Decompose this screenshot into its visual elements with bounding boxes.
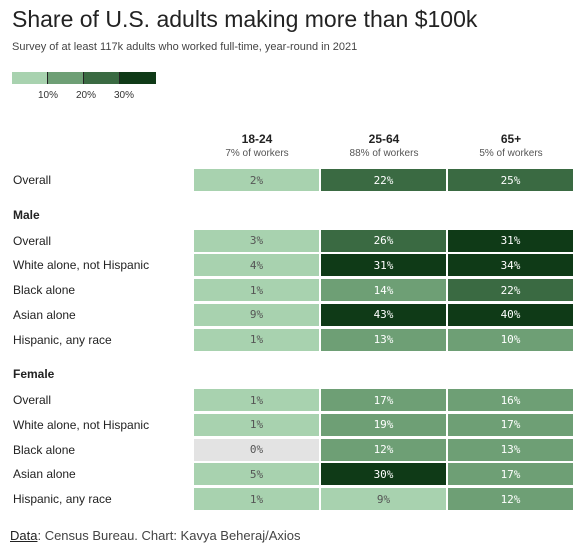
- heatmap-cell: 12%: [448, 488, 573, 510]
- heatmap-cell: 1%: [194, 488, 319, 510]
- heatmap-cell: 9%: [194, 303, 319, 326]
- heatmap-cell: 43%: [321, 303, 446, 326]
- section-heading: Male: [13, 207, 40, 222]
- heatmap-cell: 9%: [321, 488, 446, 510]
- row-label: White alone, not Hispanic: [13, 417, 150, 432]
- column-sublabel: 5% of workers: [479, 148, 543, 159]
- heatmap-cell: 1%: [194, 413, 319, 436]
- heatmap-cell: 17%: [321, 389, 446, 411]
- column-header-25-64: 25-64 88% of workers: [321, 132, 447, 159]
- data-source-link[interactable]: Data: [10, 528, 38, 543]
- row-label: Black alone: [13, 442, 76, 457]
- heatmap-cell: 1%: [194, 279, 319, 301]
- heatmap-cell: 4%: [194, 254, 319, 277]
- heatmap-cell: 30%: [321, 463, 446, 486]
- heatmap-cell: 31%: [321, 254, 446, 277]
- heatmap-cell: 17%: [448, 413, 573, 436]
- heatmap-cell: 1%: [194, 328, 319, 351]
- legend-swatch-4: [120, 72, 156, 84]
- heatmap-cell: 40%: [448, 303, 573, 326]
- row-label: Asian alone: [13, 307, 76, 322]
- row-label: Hispanic, any race: [13, 332, 112, 347]
- heatmap-cell: 13%: [321, 328, 446, 351]
- row-label: White alone, not Hispanic: [13, 258, 150, 273]
- legend-swatch-3: [84, 72, 120, 84]
- legend-swatch-2: [48, 72, 84, 84]
- heatmap-cell: 26%: [321, 229, 446, 252]
- heatmap-cell: 14%: [321, 279, 446, 301]
- heatmap-cell: 1%: [194, 389, 319, 411]
- heatmap-cell: 19%: [321, 413, 446, 436]
- heatmap-cell: 25%: [448, 169, 573, 191]
- legend-tick-label: 20%: [75, 90, 97, 101]
- heatmap-cell: 13%: [448, 438, 573, 461]
- column-header-18-24: 18-24 7% of workers: [194, 132, 320, 159]
- section-heading: Female: [13, 367, 55, 382]
- chart-subtitle: Survey of at least 117k adults who worke…: [12, 41, 358, 53]
- legend-bar: [12, 72, 156, 84]
- column-sublabel: 88% of workers: [349, 148, 419, 159]
- column-header-65-plus: 65+ 5% of workers: [448, 132, 574, 159]
- column-sublabel: 7% of workers: [225, 148, 289, 159]
- legend-tick-label: 30%: [113, 90, 135, 101]
- column-label: 18-24: [241, 132, 273, 146]
- row-label: Hispanic, any race: [13, 492, 112, 506]
- footer-credit: Data: Census Bureau. Chart: Kavya Behera…: [10, 528, 301, 543]
- legend-tick-label: 10%: [37, 90, 59, 101]
- heatmap-cell: 12%: [321, 438, 446, 461]
- heatmap-cell: 16%: [448, 389, 573, 411]
- column-label: 25-64: [368, 132, 400, 146]
- heatmap-cell: 2%: [194, 169, 319, 191]
- heatmap-cell: 5%: [194, 463, 319, 486]
- legend-swatch-1: [12, 72, 48, 84]
- heatmap-cell: 17%: [448, 463, 573, 486]
- heatmap-cell: 10%: [448, 328, 573, 351]
- heatmap-cell: 3%: [194, 229, 319, 252]
- row-label: Overall: [13, 173, 52, 187]
- row-label: Overall: [13, 393, 52, 407]
- heatmap-cell: 34%: [448, 254, 573, 277]
- footer-text: : Census Bureau. Chart: Kavya Beheraj/Ax…: [37, 528, 301, 543]
- heatmap-cell: 31%: [448, 229, 573, 252]
- color-legend: 10% 20% 30%: [12, 72, 156, 101]
- row-label: Black alone: [13, 283, 76, 297]
- heatmap-cell: 0%: [194, 438, 319, 461]
- column-label: 65+: [500, 132, 522, 146]
- heatmap-cell: 22%: [321, 169, 446, 191]
- row-label: Overall: [13, 233, 52, 248]
- heatmap-cell: 22%: [448, 279, 573, 301]
- chart-title: Share of U.S. adults making more than $1…: [12, 6, 478, 32]
- row-label: Asian alone: [13, 467, 76, 482]
